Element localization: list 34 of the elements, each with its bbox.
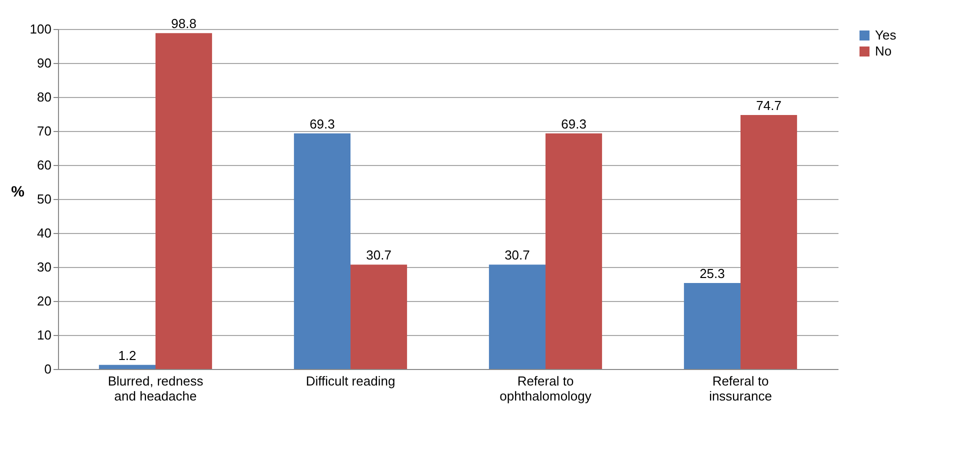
y-tick-label: 40 bbox=[37, 226, 52, 240]
data-label: 74.7 bbox=[756, 98, 782, 114]
y-tick-label: 10 bbox=[37, 328, 52, 342]
y-tick-label: 80 bbox=[37, 90, 52, 104]
bar bbox=[684, 282, 740, 369]
legend-label: No bbox=[875, 44, 892, 58]
data-label: 69.3 bbox=[310, 116, 335, 132]
bar bbox=[546, 133, 602, 369]
x-tick-label: Blurred, redness and headache bbox=[108, 374, 204, 404]
data-label: 25.3 bbox=[700, 266, 725, 281]
bar bbox=[294, 133, 350, 369]
x-tick-label: Referal to inssurance bbox=[709, 374, 772, 404]
y-tick-label: 50 bbox=[37, 192, 52, 206]
y-tick-label: 70 bbox=[37, 124, 52, 138]
y-tick-label: 60 bbox=[37, 158, 52, 172]
y-tick-label: 100 bbox=[30, 22, 52, 36]
y-tick-label: 30 bbox=[37, 260, 52, 274]
data-label: 30.7 bbox=[504, 248, 530, 263]
legend-label: Yes bbox=[875, 28, 897, 42]
bar bbox=[488, 264, 546, 369]
x-tick-label: Difficult reading bbox=[306, 374, 396, 388]
y-tick-label: 20 bbox=[37, 294, 52, 308]
bar bbox=[156, 33, 212, 369]
y-tick-label: 0 bbox=[44, 362, 52, 376]
y-tick-label: 90 bbox=[37, 56, 52, 70]
data-label: 98.8 bbox=[171, 16, 196, 32]
data-label: 30.7 bbox=[366, 248, 392, 263]
data-label: 1.2 bbox=[118, 348, 136, 363]
y-axis-title: % bbox=[11, 184, 24, 200]
data-label: 69.3 bbox=[561, 116, 586, 132]
bar bbox=[98, 364, 156, 369]
bar bbox=[740, 115, 798, 369]
bar bbox=[350, 264, 408, 369]
x-tick-label: Referal to ophthalomology bbox=[500, 374, 592, 404]
